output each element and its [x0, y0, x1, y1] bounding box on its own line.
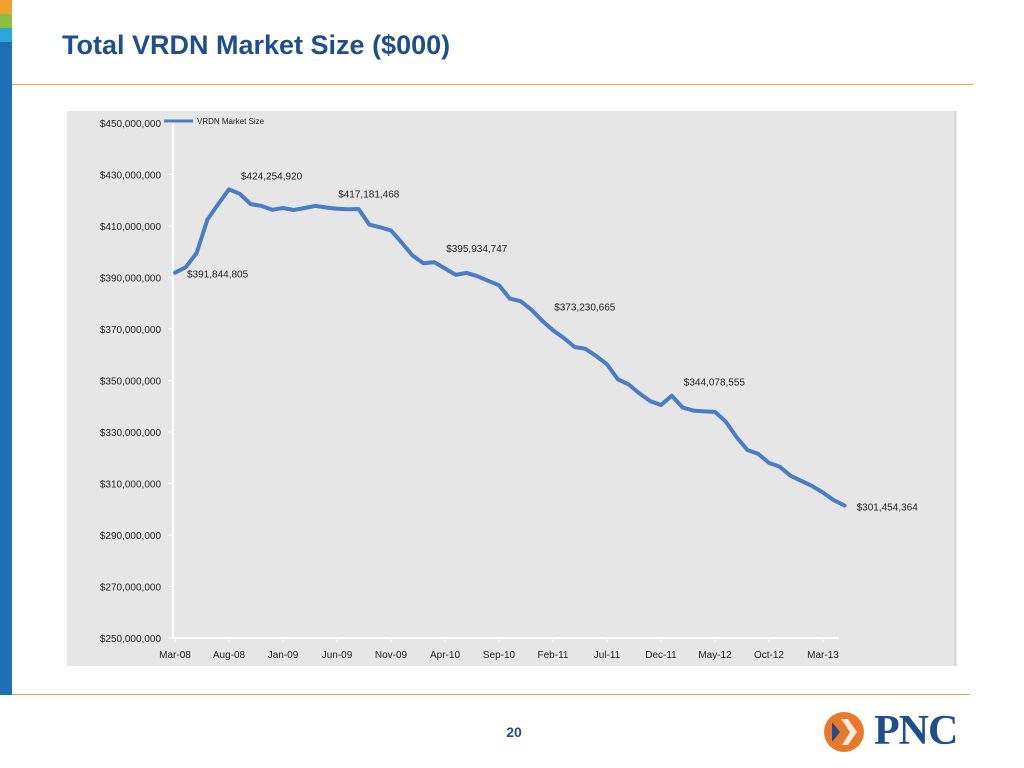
x-tick-label: Dec-11	[645, 650, 677, 661]
data-label: $301,454,364	[857, 503, 919, 514]
data-label: $395,934,747	[446, 244, 508, 255]
legend-label: VRDN Market Size	[197, 117, 265, 126]
chart-area: $250,000,000 $270,000,000 $290,000,000 $310…	[67, 111, 957, 666]
accent-square-green	[0, 14, 12, 28]
y-tick-label: $330,000,000	[100, 428, 162, 439]
x-tick-label: Apr-10	[430, 650, 460, 661]
y-tick-label: $250,000,000	[100, 634, 162, 645]
y-tick-label: $450,000,000	[100, 119, 162, 130]
x-tick-label: Mar-08	[159, 650, 191, 661]
y-tick-label: $270,000,000	[100, 583, 162, 594]
accent-square-orange	[0, 0, 12, 14]
x-tick-label: Jul-11	[594, 650, 621, 661]
data-label: $373,230,665	[554, 303, 616, 314]
footer-divider	[12, 694, 970, 695]
data-label: $344,078,555	[684, 378, 746, 389]
pnc-logo: PNC	[822, 708, 974, 754]
x-tick-label: Feb-11	[538, 650, 569, 661]
chart-background	[67, 111, 957, 666]
line-chart: $250,000,000 $270,000,000 $290,000,000 $310…	[67, 111, 957, 666]
title-divider	[12, 84, 973, 85]
pnc-logo-icon	[824, 712, 864, 752]
page-number: 20	[506, 724, 522, 740]
y-tick-label: $430,000,000	[100, 171, 162, 182]
accent-square-teal	[0, 28, 12, 42]
data-label: $424,254,920	[241, 171, 303, 182]
x-tick-label: Oct-12	[754, 650, 784, 661]
slide-title: Total VRDN Market Size ($000)	[62, 30, 451, 60]
y-tick-label: $410,000,000	[100, 222, 162, 233]
pnc-wordmark: PNC	[874, 708, 958, 754]
y-tick-label: $390,000,000	[100, 274, 162, 285]
x-tick-label: Aug-08	[213, 650, 246, 661]
x-tick-label: Sep-10	[483, 650, 516, 661]
data-label: $391,844,805	[187, 270, 249, 281]
x-tick-label: May-12	[698, 650, 732, 661]
series-line-vrdn-market-size	[173, 187, 847, 508]
y-tick-label: $310,000,000	[100, 480, 162, 491]
x-tick-label: Jun-09	[322, 650, 353, 661]
left-accent-bar	[0, 0, 12, 695]
y-tick-label: $290,000,000	[100, 531, 162, 542]
x-tick-label: Jan-09	[268, 650, 299, 661]
data-label: $417,181,468	[338, 190, 400, 201]
x-tick-label: Mar-13	[807, 650, 839, 661]
x-tick-label: Nov-09	[375, 650, 408, 661]
y-tick-label: $370,000,000	[100, 325, 162, 336]
legend: VRDN Market Size	[164, 117, 265, 126]
y-tick-label: $350,000,000	[100, 377, 162, 388]
